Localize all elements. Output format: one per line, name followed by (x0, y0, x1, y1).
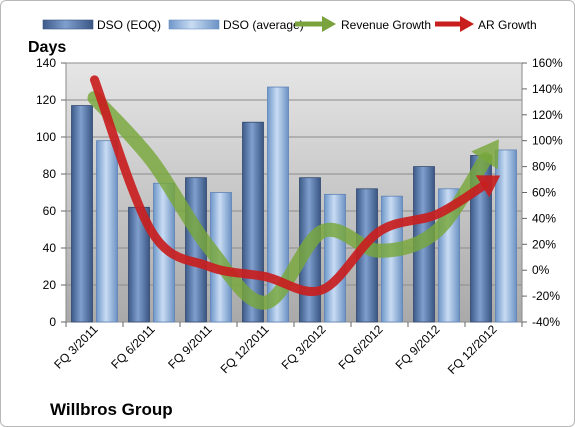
left-tick-label: 80 (43, 167, 57, 181)
bar-dso-average-fq-3-2011 (96, 140, 118, 323)
legend-arrow-ar-growth (435, 16, 474, 32)
right-tick-label: 40% (532, 211, 556, 225)
right-tick-label: 160% (532, 56, 563, 70)
right-tick-label: -20% (532, 289, 560, 303)
right-tick-label: -40% (532, 315, 560, 329)
left-tick-label: 20 (43, 278, 57, 292)
right-tick-label: 80% (532, 160, 556, 174)
x-tick-label: FQ 9/2012 (393, 322, 443, 372)
arrowhead-revenue-growth (471, 139, 499, 170)
legend-label-dso-average: DSO (average) (223, 18, 304, 32)
legend-label-ar-growth: AR Growth (478, 18, 537, 32)
bar-dso-average-fq-12-2011 (267, 86, 289, 323)
right-tick-label: 60% (532, 186, 556, 200)
company-name: Willbros Group (50, 400, 173, 419)
x-tick-label: FQ 12/2012 (445, 322, 500, 377)
right-tick-label: 120% (532, 108, 563, 122)
left-tick-label: 100 (36, 130, 56, 144)
right-tick-label: 0% (532, 263, 550, 277)
right-tick-label: 100% (532, 134, 563, 148)
x-tick-label: FQ 6/2012 (336, 322, 386, 372)
legend-swatch-dso-average (168, 19, 220, 30)
left-axis: 0 20 40 60 80 100 120 140 (36, 56, 66, 329)
x-tick-label: FQ 3/2012 (279, 322, 329, 372)
legend-label-dso-eoq: DSO (EOQ) (97, 18, 161, 32)
legend-label-revenue-growth: Revenue Growth (341, 18, 431, 32)
line-ar-growth (90, 75, 489, 296)
y-axis-title: Days (28, 39, 66, 56)
bar-dso-eoq-fq-3-2011 (71, 105, 93, 323)
bar-dso-average-fq-3-2012 (324, 193, 346, 323)
legend: DSO (EOQ) DSO (average) Revenue Growth A… (42, 16, 537, 32)
bar-dso-average-fq-6-2012 (381, 195, 403, 323)
x-tick-label: FQ 12/2011 (218, 322, 272, 376)
right-axis: -40% -20% 0% 20% 40% 60% 80% 100% 120% 140% 160% (522, 56, 563, 329)
x-axis: FQ 3/2011 FQ 6/2011 FQ 9/2011 FQ 12/2011 FQ … (51, 322, 523, 377)
x-tick-label: FQ 6/2011 (108, 322, 158, 372)
growth-lines (87, 75, 501, 310)
left-tick-label: 140 (36, 56, 56, 70)
left-tick-label: 60 (43, 204, 57, 218)
legend-arrow-revenue-growth (295, 16, 336, 32)
right-tick-label: 140% (532, 82, 563, 96)
arrowhead-ar-growth (475, 175, 501, 198)
left-tick-label: 40 (43, 241, 57, 255)
x-tick-label: FQ 3/2011 (51, 322, 101, 372)
left-tick-label: 120 (36, 93, 56, 107)
x-tick-label: FQ 9/2011 (165, 322, 215, 372)
legend-swatch-dso-eoq (42, 19, 94, 30)
left-tick-label: 0 (49, 315, 56, 329)
right-tick-label: 20% (532, 237, 556, 251)
bar-dso-average-fq-12-2012 (495, 149, 517, 323)
